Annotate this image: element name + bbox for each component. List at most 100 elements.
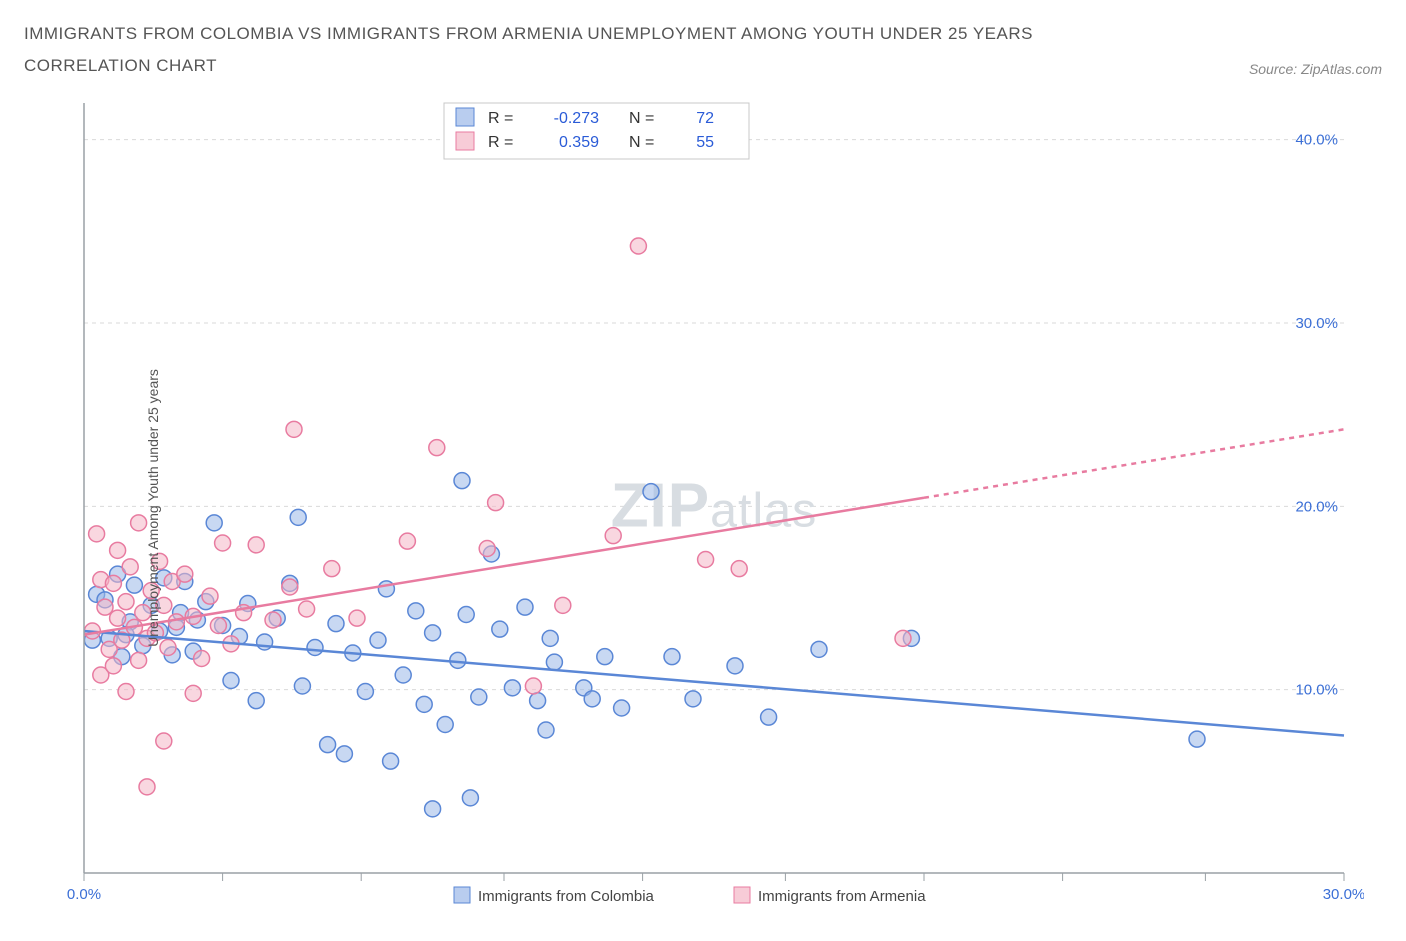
legend-swatch [734,887,750,903]
y-tick-label: 20.0% [1295,498,1338,515]
legend-swatch [456,108,474,126]
data-point [299,601,315,617]
data-point [542,630,558,646]
legend-series-label: Immigrants from Armenia [758,888,926,905]
data-point [328,615,344,631]
y-tick-label: 30.0% [1295,315,1338,332]
data-point [122,558,138,574]
data-point [425,800,441,816]
legend-r-value: 0.359 [559,134,599,151]
data-point [429,439,445,455]
data-point [110,610,126,626]
source-label: Source: ZipAtlas.com [1249,61,1382,77]
x-tick-label: 0.0% [67,886,101,903]
data-point [248,692,264,708]
data-point [685,690,701,706]
legend-swatch [454,887,470,903]
data-point [698,551,714,567]
data-point [727,657,743,673]
trend-line [84,631,1344,736]
data-point [139,778,155,794]
data-point [286,421,302,437]
data-point [614,700,630,716]
data-point [458,606,474,622]
data-point [530,692,546,708]
data-point [126,577,142,593]
data-point [597,648,613,664]
data-point [811,641,827,657]
x-tick-label: 30.0% [1323,886,1364,903]
y-tick-label: 40.0% [1295,131,1338,148]
data-point [437,716,453,732]
data-point [395,667,411,683]
data-point [504,679,520,695]
data-point [555,597,571,613]
data-point [118,593,134,609]
data-point [399,533,415,549]
data-point [206,514,222,530]
data-point [462,789,478,805]
y-tick-label: 10.0% [1295,681,1338,698]
data-point [383,753,399,769]
legend-n-value: 55 [696,134,714,151]
data-point [479,540,495,556]
data-point [202,588,218,604]
chart-title-line2: CORRELATION CHART [24,50,1033,82]
legend-r-value: -0.273 [554,110,599,127]
data-point [105,657,121,673]
data-point [307,639,323,655]
data-point [357,683,373,699]
data-point [605,527,621,543]
data-point [425,624,441,640]
data-point [408,602,424,618]
data-point [97,599,113,615]
data-point [265,612,281,628]
data-point [488,494,504,510]
legend-series-label: Immigrants from Colombia [478,888,655,905]
data-point [248,536,264,552]
legend-n-label: N = [629,134,654,151]
data-point [336,745,352,761]
legend-n-label: N = [629,110,654,127]
data-point [294,678,310,694]
chart-title-line1: IMMIGRANTS FROM COLOMBIA VS IMMIGRANTS F… [24,18,1033,50]
data-point [349,610,365,626]
legend-swatch [456,132,474,150]
data-point [454,472,470,488]
watermark: ZIPatlas [611,471,818,540]
data-point [525,678,541,694]
data-point [215,535,231,551]
data-point [210,617,226,633]
data-point [416,696,432,712]
data-point [118,683,134,699]
data-point [105,575,121,591]
data-point [630,238,646,254]
data-point [517,599,533,615]
y-axis-label: Unemployment Among Youth under 25 years [145,369,161,647]
data-point [643,483,659,499]
data-point [538,722,554,738]
data-point [584,690,600,706]
data-point [731,560,747,576]
data-point [290,509,306,525]
data-point [1189,731,1205,747]
legend-r-label: R = [488,110,513,127]
data-point [282,579,298,595]
data-point [324,560,340,576]
data-point [131,652,147,668]
data-point [761,709,777,725]
data-point [223,672,239,688]
data-point [895,630,911,646]
data-point [185,685,201,701]
data-point [110,542,126,558]
data-point [320,736,336,752]
data-point [194,650,210,666]
correlation-scatter-chart: 10.0% 20.0% 30.0% 40.0% ZIPatlas 0.0% 30.0% R =… [24,93,1364,923]
data-point [156,733,172,749]
data-point [160,639,176,655]
data-point [370,632,386,648]
trend-line-extrapolated [924,429,1344,497]
data-point [177,566,193,582]
data-point [168,613,184,629]
data-point [471,689,487,705]
